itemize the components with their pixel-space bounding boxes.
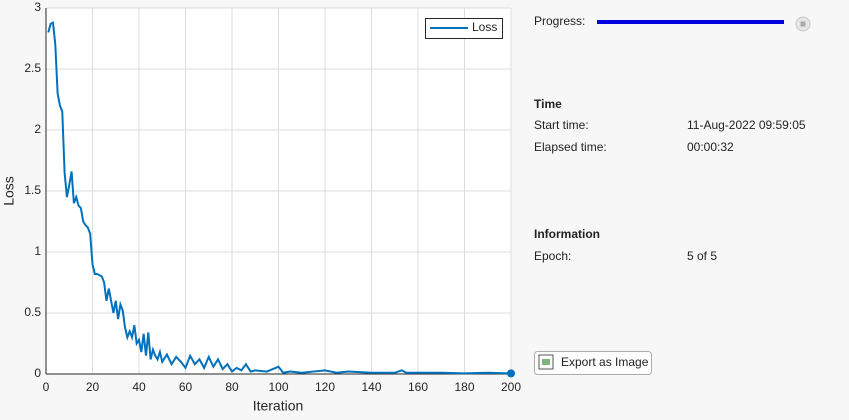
y-tick-label: 2.5 <box>24 61 41 75</box>
y-axis-label: Loss <box>1 176 17 206</box>
y-tick-label: 0 <box>34 366 41 380</box>
x-tick-label: 160 <box>408 380 428 394</box>
x-tick-label: 40 <box>132 380 146 394</box>
button-frame[interactable] <box>534 351 652 375</box>
x-tick-label: 180 <box>454 380 474 394</box>
row-value: 00:00:32 <box>687 140 734 154</box>
stop-icon <box>800 21 806 27</box>
y-tick-label: 1.5 <box>24 183 41 197</box>
info-heading: Information <box>534 227 600 241</box>
time-heading: Time <box>534 97 562 111</box>
button-label[interactable]: Export as Image <box>561 355 649 369</box>
y-tick-label: 1 <box>34 244 41 258</box>
x-tick-label: 120 <box>315 380 335 394</box>
y-tick-label: 3 <box>34 0 41 14</box>
x-tick-label: 140 <box>361 380 381 394</box>
x-tick-label: 20 <box>86 380 100 394</box>
export-button[interactable]: Export as Image <box>534 351 652 375</box>
loss-line <box>47 21 512 375</box>
x-tick-label: 0 <box>43 380 50 394</box>
row-label: Epoch: <box>534 249 571 263</box>
x-tick-label: 100 <box>268 380 288 394</box>
row-value: 5 of 5 <box>687 249 717 263</box>
legend-label: Loss <box>472 20 497 34</box>
row-label: Start time: <box>534 118 589 132</box>
row-label: Elapsed time: <box>534 140 607 154</box>
progress-label: Progress: <box>534 14 585 28</box>
legend: Loss <box>425 18 503 39</box>
x-axis-label: Iteration <box>253 398 304 414</box>
x-tick-label: 200 <box>501 380 521 394</box>
final-point <box>507 369 515 378</box>
progress-bar <box>597 20 784 24</box>
y-tick-label: 0.5 <box>24 305 41 319</box>
x-tick-label: 60 <box>179 380 193 394</box>
export-icon-fill <box>542 359 550 365</box>
row-value: 11-Aug-2022 09:59:05 <box>687 118 806 132</box>
y-tick-label: 2 <box>34 122 41 136</box>
x-tick-label: 80 <box>225 380 239 394</box>
